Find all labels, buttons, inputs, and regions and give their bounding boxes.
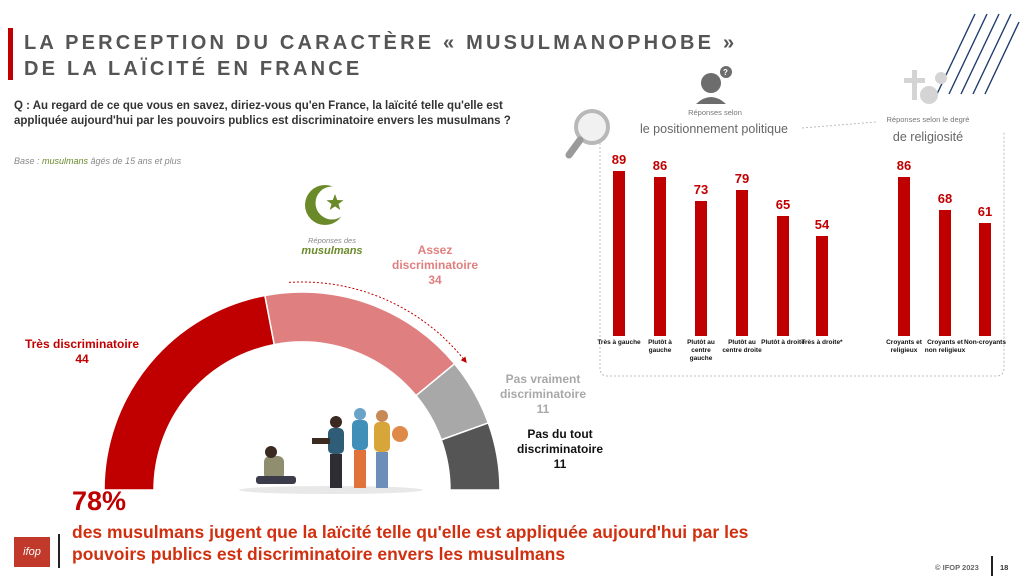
religion-bar-value-1: 68 [937, 191, 953, 207]
politics-bar-value-2: 73 [693, 181, 709, 197]
people-illustration [239, 408, 423, 494]
politics-bar-1 [654, 176, 666, 336]
politics-bar-value-5: 54 [814, 217, 830, 233]
politics-bar-2 [695, 200, 707, 336]
label-pas-du-tout: Pas du tout discriminatoire 11 [516, 427, 604, 471]
magnifier-icon [565, 109, 610, 159]
religion-bar-category-1: Croyants et non religieux [924, 339, 966, 354]
logo-divider [58, 534, 60, 568]
politics-bar-value-1: 86 [652, 157, 668, 173]
label-tres-discriminatoire: Très discriminatoire 44 [24, 337, 140, 366]
politics-bar-category-5: Très à droite* [801, 339, 843, 346]
politics-bar-category-0: Très à gauche [597, 339, 641, 346]
politics-bar-value-4: 65 [775, 196, 791, 212]
ifop-logo: ifop [14, 537, 50, 567]
religion-caption-small: Réponses selon le degré [886, 115, 970, 124]
politics-bar-0 [613, 171, 625, 336]
page-title: LA PERCEPTION DU CARACTÈRE « MUSULMANOPH… [24, 30, 737, 82]
politics-bar-category-4: Plutôt à droite [761, 339, 805, 346]
footer-divider [991, 556, 993, 576]
religion-bar-category-0: Croyants et religieux [886, 339, 922, 354]
politics-bar-3 [736, 189, 748, 336]
label-pas-vraiment: Pas vraiment discriminatoire 11 [499, 372, 587, 416]
base-note: Base : musulmans âgés de 15 ans et plus [14, 156, 182, 166]
title-line-1: LA PERCEPTION DU CARACTÈRE « MUSULMANOPH… [24, 32, 738, 54]
religion-bar-value-0: 86 [896, 157, 912, 173]
religion-bar-2 [979, 223, 991, 336]
label-assez-discriminatoire: Assez discriminatoire 34 [391, 243, 479, 287]
politics-caption: le positionnement politique [639, 122, 789, 136]
politics-caption-small: Réponses selon [688, 108, 742, 117]
religion-symbols-icon [904, 70, 947, 104]
religion-caption: de religiosité [892, 130, 964, 144]
politics-bar-value-0: 89 [611, 152, 627, 168]
politics-bar-4 [777, 215, 789, 336]
religion-bar-category-2: Non-croyants [964, 339, 1006, 346]
politics-bar-category-1: Plutôt à gauche [648, 339, 672, 354]
svg-text:?: ? [723, 68, 728, 77]
religion-bar-value-2: 61 [977, 204, 993, 220]
person-question-icon: ? [696, 66, 732, 104]
politics-bar-category-3: Plutôt au centre droite [722, 339, 762, 354]
politics-bar-5 [816, 236, 828, 336]
gauge-segment-pas-du-tout [440, 421, 501, 491]
politics-bar-category-2: Plutôt au centre gauche [687, 339, 715, 362]
question-text: Q : Au regard de ce que vous en savez, d… [14, 100, 511, 127]
page-number: 18 [1000, 563, 1009, 572]
copyright: © IFOP 2023 [935, 563, 979, 572]
headline-percent: 78% [72, 486, 127, 516]
title-line-2: DE LA LAÏCITÉ EN FRANCE [24, 58, 363, 80]
crescent-star-icon [305, 185, 349, 225]
religion-bar-1 [939, 210, 951, 336]
religion-bar-0 [898, 176, 910, 336]
politics-bar-value-3: 79 [734, 170, 750, 186]
gauge-arrow [288, 281, 467, 363]
title-accent-bar [8, 28, 13, 80]
headline-text: des musulmans jugent que la laïcité tell… [72, 522, 749, 564]
respondents-caption: Réponses des [308, 236, 356, 245]
respondents-group: musulmans [301, 245, 363, 257]
